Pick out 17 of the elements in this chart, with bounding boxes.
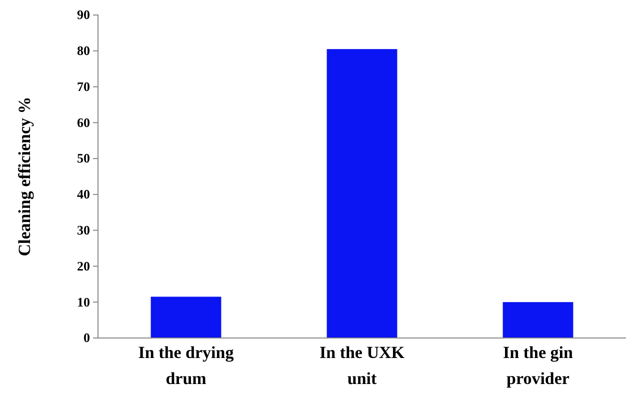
bar xyxy=(502,302,574,338)
y-tick-label: 70 xyxy=(77,78,90,94)
y-tick-label: 0 xyxy=(84,330,90,346)
bar xyxy=(326,49,398,338)
y-tick-label: 50 xyxy=(77,150,90,166)
y-tick-label: 30 xyxy=(77,222,90,238)
bar xyxy=(150,296,222,338)
x-tick-label: In the UXK unit xyxy=(319,343,406,388)
x-tick-label: In the gin provider xyxy=(503,343,574,388)
y-tick-label: 90 xyxy=(77,7,90,22)
y-tick-label: 80 xyxy=(77,43,90,58)
x-tick-label: In the drying drum xyxy=(138,343,234,388)
y-tick-label: 40 xyxy=(77,186,90,202)
y-tick-label: 10 xyxy=(77,294,90,310)
y-tick-label: 60 xyxy=(77,114,90,130)
y-axis-title: Cleaning efficiency % xyxy=(15,96,34,256)
y-tick-label: 20 xyxy=(77,258,90,274)
